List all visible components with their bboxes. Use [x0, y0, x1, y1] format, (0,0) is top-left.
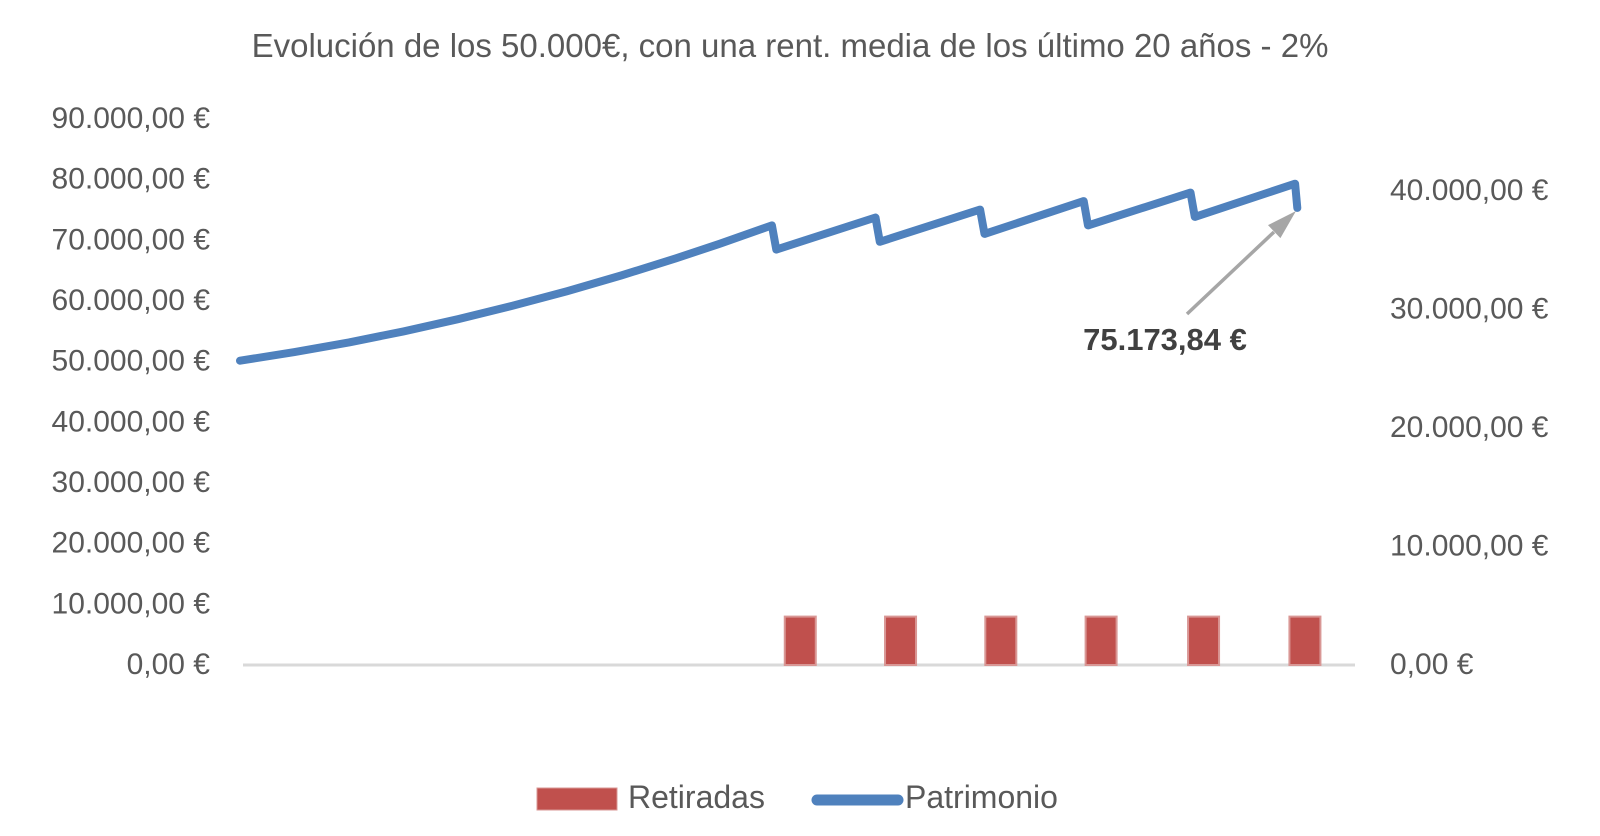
annotation-arrow-line	[1185, 230, 1276, 316]
left-axis-tick-label: 10.000,00 €	[52, 587, 211, 620]
right-axis-tick-label: 10.000,00 €	[1390, 530, 1549, 563]
annotation-label: 75.173,84 €	[1083, 322, 1247, 357]
right-axis-tick-label: 30.000,00 €	[1390, 293, 1549, 326]
legend: Retiradas Patrimonio	[536, 779, 1058, 815]
left-axis-labels: 90.000,00 € 80.000,00 € 70.000,00 € 60.000,…	[52, 102, 211, 681]
retiradas-bar	[984, 615, 1018, 666]
left-axis-tick-label: 50.000,00 €	[52, 345, 211, 378]
chart-title: Evolución de los 50.000€, con una rent. …	[252, 27, 1329, 64]
left-axis-tick-label: 20.000,00 €	[52, 527, 211, 560]
right-axis-tick-label: 40.000,00 €	[1390, 174, 1549, 207]
left-axis-tick-label: 90.000,00 €	[52, 102, 211, 135]
left-axis-tick-label: 60.000,00 €	[52, 284, 211, 317]
left-axis-tick-label: 40.000,00 €	[52, 405, 211, 438]
left-axis-tick-label: 0,00 €	[127, 648, 211, 681]
right-axis-tick-label: 0,00 €	[1390, 648, 1474, 681]
retiradas-bar	[1187, 615, 1221, 666]
patrimonio-line	[236, 179, 1302, 365]
left-axis-tick-label: 80.000,00 €	[52, 163, 211, 196]
retiradas-bar	[1084, 615, 1118, 666]
retiradas-bar	[884, 615, 918, 666]
legend-retiradas-swatch-icon	[536, 787, 618, 811]
legend-patrimonio-label: Patrimonio	[905, 779, 1058, 815]
annotation: 75.173,84 €	[1083, 211, 1296, 357]
legend-retiradas-label: Retiradas	[628, 779, 765, 815]
right-axis-tick-label: 20.000,00 €	[1390, 411, 1549, 444]
annotation-arrow-head-icon	[1268, 211, 1296, 239]
right-axis-labels: 40.000,00 € 30.000,00 € 20.000,00 € 10.000,…	[1390, 174, 1549, 681]
retiradas-bar	[783, 615, 817, 666]
left-axis-tick-label: 30.000,00 €	[52, 466, 211, 499]
retiradas-bars	[783, 615, 1322, 666]
left-axis-tick-label: 70.000,00 €	[52, 223, 211, 256]
retiradas-bar	[1288, 615, 1322, 666]
